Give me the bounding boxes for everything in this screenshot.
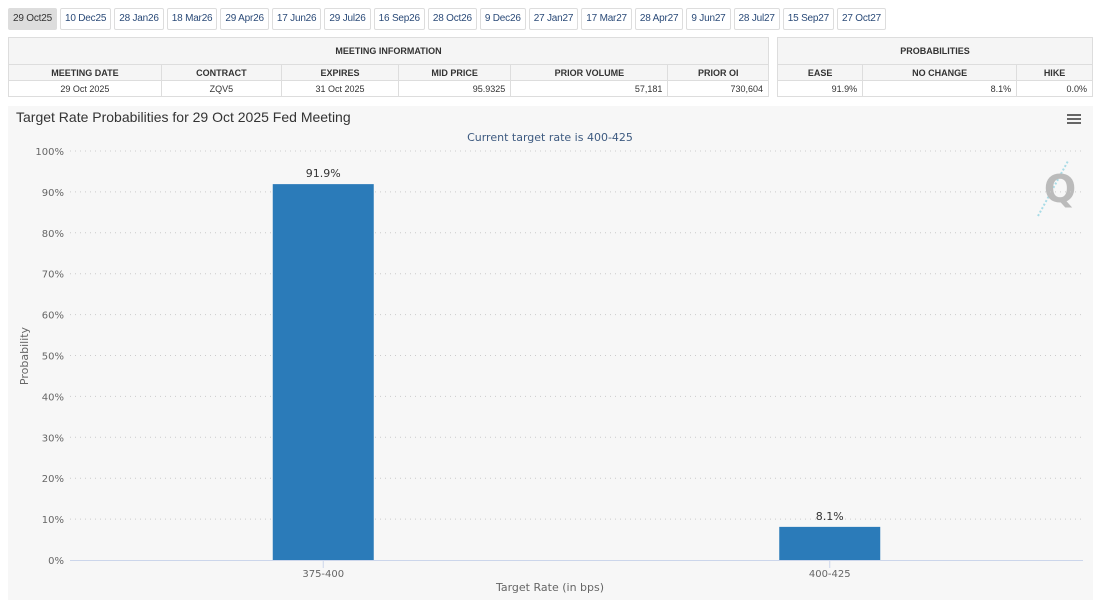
tab-meeting-date[interactable]: 27 Oct27: [836, 8, 886, 30]
y-tick-label: 20%: [42, 474, 64, 485]
tab-meeting-date[interactable]: 16 Sep26: [373, 8, 425, 30]
x-tick-label: 400-425: [809, 569, 851, 580]
table-title: MEETING INFORMATION: [8, 37, 769, 65]
probabilities-table: PROBABILITIES EASE NO CHANGE HIKE 91.9% 8.1…: [776, 37, 1093, 97]
data-label: 91.9%: [306, 167, 341, 180]
y-tick-label: 30%: [42, 433, 64, 444]
tab-meeting-date[interactable]: 28 Apr27: [634, 8, 684, 30]
column-header: MEETING DATE: [8, 64, 162, 81]
table-cell: 730,604: [667, 80, 769, 97]
watermark-logo-icon: Q: [1037, 160, 1076, 217]
tab-meeting-date[interactable]: 28 Jan26: [114, 8, 164, 30]
table-cell: 91.9%: [776, 80, 864, 97]
y-tick-label: 100%: [35, 147, 64, 158]
chart-title: Target Rate Probabilities for 29 Oct 202…: [16, 109, 351, 125]
tab-meeting-date[interactable]: 9 Dec26: [479, 8, 526, 30]
y-tick-label: 40%: [42, 392, 64, 403]
table-cell: 8.1%: [862, 80, 1018, 97]
x-axis-label: Target Rate (in bps): [495, 581, 604, 594]
y-tick-label: 50%: [42, 352, 64, 363]
tab-meeting-date[interactable]: 29 Apr26: [220, 8, 269, 30]
table-cell: 57,181: [510, 80, 669, 97]
table-title: PROBABILITIES: [777, 37, 1093, 65]
table-cell: 0.0%: [1016, 80, 1093, 97]
table-cell: ZQV5: [160, 80, 282, 97]
column-header: HIKE: [1016, 64, 1093, 81]
tab-meeting-date[interactable]: 28 Jul27: [733, 8, 780, 30]
table-cell: 95.9325: [398, 80, 512, 97]
tab-meeting-date[interactable]: 9 Jun27: [686, 8, 731, 30]
meeting-tabs: 29 Oct25 10 Dec25 28 Jan26 18 Mar26 29 Apr26…: [8, 8, 886, 30]
hamburger-menu-icon[interactable]: [1067, 114, 1081, 124]
column-header: MID PRICE: [398, 64, 512, 81]
column-header: PRIOR VOLUME: [510, 64, 669, 81]
y-tick-label: 60%: [42, 311, 64, 322]
column-header: CONTRACT: [160, 64, 282, 81]
tab-meeting-date[interactable]: 15 Sep27: [782, 8, 834, 30]
tab-meeting-date[interactable]: 10 Dec25: [59, 8, 112, 30]
y-tick-label: 90%: [42, 188, 64, 199]
x-tick-label: 375-400: [302, 569, 344, 580]
column-header: NO CHANGE: [862, 64, 1018, 81]
tab-meeting-date[interactable]: 28 Oct26: [427, 8, 477, 30]
chart-subtitle: Current target rate is 400-425: [467, 131, 633, 144]
y-tick-label: 10%: [42, 515, 64, 526]
bar-400-425[interactable]: [779, 526, 881, 560]
tab-meeting-date[interactable]: 29 Oct25: [8, 8, 57, 30]
bar-375-400[interactable]: [272, 184, 374, 560]
column-header: EASE: [776, 64, 864, 81]
column-header: EXPIRES: [280, 64, 400, 81]
y-tick-label: 70%: [42, 270, 64, 281]
table-cell: 31 Oct 2025: [280, 80, 400, 97]
bar-chart: Target Rate Probabilities for 29 Oct 202…: [16, 109, 1083, 594]
svg-text:Q: Q: [1044, 167, 1076, 211]
chart-container: Target Rate Probabilities for 29 Oct 202…: [8, 106, 1093, 600]
meeting-information-table: MEETING INFORMATION MEETING DATE CONTRACT…: [8, 37, 769, 97]
table-cell: 29 Oct 2025: [8, 80, 162, 97]
y-axis-label: Probability: [18, 326, 31, 385]
column-header: PRIOR OI: [667, 64, 769, 81]
tab-meeting-date[interactable]: 17 Mar27: [581, 8, 632, 30]
data-label: 8.1%: [816, 510, 844, 523]
y-tick-label: 0%: [48, 556, 64, 567]
tab-meeting-date[interactable]: 17 Jun26: [271, 8, 322, 30]
tab-meeting-date[interactable]: 18 Mar26: [166, 8, 218, 30]
tab-meeting-date[interactable]: 27 Jan27: [528, 8, 579, 30]
tab-meeting-date[interactable]: 29 Jul26: [324, 8, 371, 30]
y-tick-label: 80%: [42, 229, 64, 240]
